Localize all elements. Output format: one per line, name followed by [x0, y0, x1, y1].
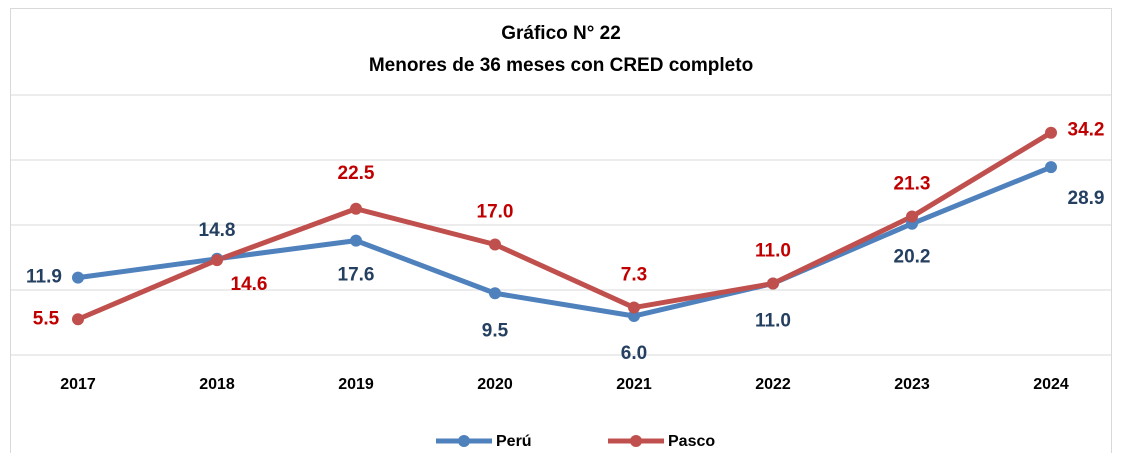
- marker: [211, 254, 223, 267]
- legend-label: Perú: [496, 433, 532, 450]
- data-label: 17.6: [338, 265, 375, 286]
- marker: [628, 310, 640, 322]
- x-tick-label: 2017: [60, 376, 96, 393]
- marker: [350, 234, 362, 247]
- marker: [350, 202, 362, 215]
- legend-marker: [630, 435, 642, 447]
- data-label: 28.9: [1068, 188, 1105, 209]
- x-tick-label: 2018: [199, 376, 235, 393]
- data-label: 14.8: [199, 220, 236, 241]
- data-label: 34.2: [1068, 120, 1105, 141]
- marker: [906, 210, 918, 223]
- data-label: 20.2: [894, 247, 931, 268]
- marker: [628, 301, 640, 314]
- data-label: 21.3: [894, 174, 931, 195]
- x-tick-label: 2020: [477, 376, 513, 393]
- data-label: 11.0: [755, 311, 791, 332]
- line: [77, 130, 1053, 322]
- data-label: 5.5: [33, 308, 60, 329]
- marker: [1045, 161, 1057, 174]
- marker: [489, 287, 501, 300]
- x-tick-label: 2022: [755, 376, 791, 393]
- chart-title: Gráfico N° 22: [501, 23, 621, 44]
- marker: [72, 313, 84, 326]
- marker: [72, 271, 84, 284]
- x-tick-label: 2023: [894, 376, 930, 393]
- x-tick-label: 2021: [616, 376, 652, 393]
- marker: [489, 238, 501, 251]
- legend-label: Pasco: [668, 433, 715, 450]
- data-label: 11.0: [755, 241, 791, 262]
- data-label: 17.0: [477, 202, 514, 223]
- data-label: 6.0: [621, 343, 647, 364]
- data-label: 9.5: [482, 320, 509, 341]
- chart-subtitle: Menores de 36 meses con CRED completo: [369, 55, 753, 76]
- chart-frame: [10, 8, 1112, 453]
- data-label: 11.9: [26, 267, 62, 288]
- data-label: 22.5: [338, 163, 375, 184]
- x-tick-label: 2019: [338, 376, 374, 393]
- legend-marker: [458, 435, 470, 447]
- data-label: 7.3: [621, 265, 647, 286]
- marker: [767, 277, 779, 290]
- data-label: 14.6: [231, 274, 268, 295]
- x-tick-label: 2024: [1033, 376, 1069, 393]
- marker: [1045, 126, 1057, 139]
- line: [77, 164, 1052, 319]
